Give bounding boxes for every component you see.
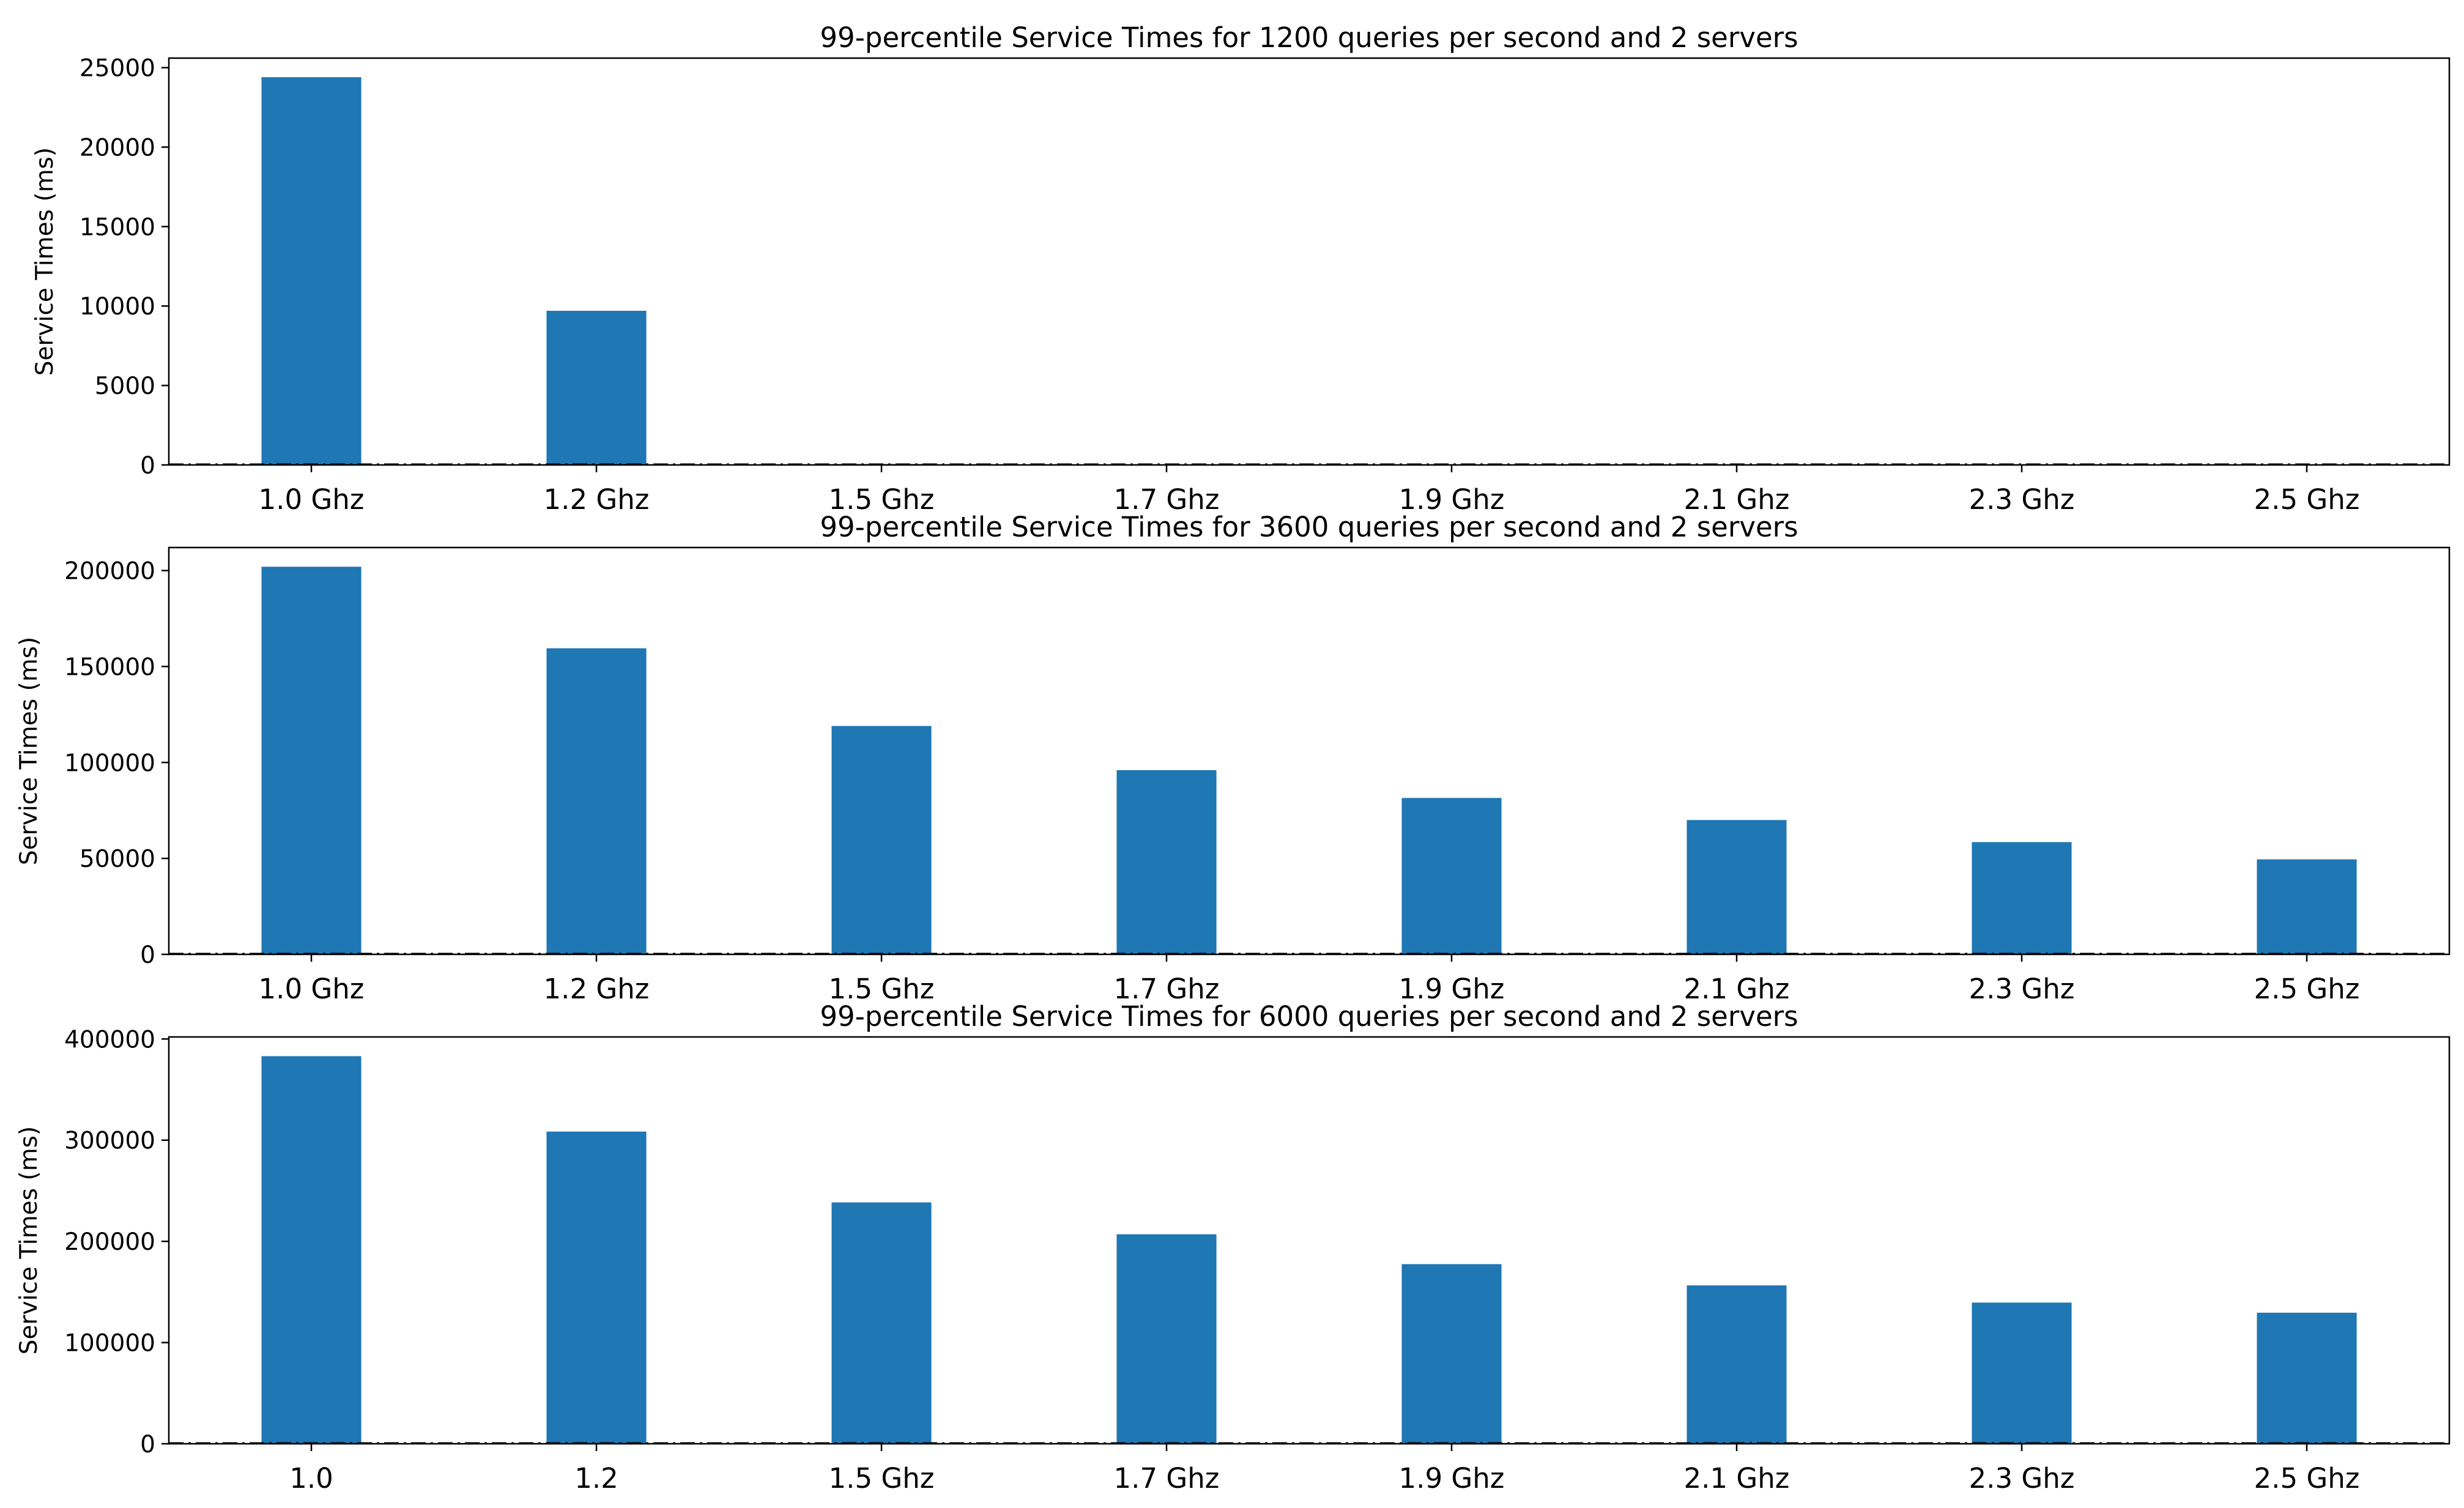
y-tick-label: 0 xyxy=(140,452,155,480)
chart-title: 99-percentile Service Times for 1200 que… xyxy=(820,21,1798,54)
bar-3 xyxy=(831,1202,932,1444)
y-tick-label: 200000 xyxy=(64,1228,155,1256)
x-tick-label: 1.5 Ghz xyxy=(829,483,935,516)
x-tick-label: 2.1 Ghz xyxy=(1684,1462,1790,1495)
x-tick-label: 1.5 Ghz xyxy=(829,973,935,1005)
y-tick-label: 50000 xyxy=(80,845,155,873)
chart-title: 99-percentile Service Times for 6000 que… xyxy=(820,1000,1798,1033)
x-tick-label: 1.2 Ghz xyxy=(544,973,650,1005)
bar-7 xyxy=(1972,842,2072,954)
axes-frame xyxy=(168,546,2451,956)
x-tick-label: 1.5 Ghz xyxy=(829,1462,935,1495)
bar-4 xyxy=(1116,770,1217,954)
x-tick-label: 1.7 Ghz xyxy=(1114,1462,1220,1495)
x-tick-label: 1.9 Ghz xyxy=(1399,483,1505,516)
x-tick-label: 1.0 Ghz xyxy=(259,973,365,1005)
bar-5 xyxy=(1401,798,1502,954)
x-tick-label: 1.7 Ghz xyxy=(1114,973,1220,1005)
bar-2 xyxy=(546,648,647,954)
y-tick-label: 200000 xyxy=(64,558,155,585)
chart-title: 99-percentile Service Times for 3600 que… xyxy=(820,511,1798,543)
y-tick-label: 300000 xyxy=(64,1127,155,1155)
bar-1 xyxy=(261,1056,362,1444)
x-tick-label: 2.1 Ghz xyxy=(1684,483,1790,516)
chart-panel-3: 99-percentile Service Times for 6000 que… xyxy=(15,1000,2451,1495)
y-tick-label: 100000 xyxy=(64,1330,155,1358)
x-tick-label: 2.3 Ghz xyxy=(1969,973,2075,1005)
bar-3 xyxy=(831,726,932,954)
chart-panel-2: 99-percentile Service Times for 3600 que… xyxy=(15,511,2451,1005)
x-tick-label: 2.5 Ghz xyxy=(2254,483,2360,516)
bar-6 xyxy=(1687,820,1787,954)
bar-1 xyxy=(261,77,362,466)
y-tick-label: 15000 xyxy=(80,214,155,241)
y-axis-label: Service Times (ms) xyxy=(15,637,43,865)
x-tick-label: 2.5 Ghz xyxy=(2254,1462,2360,1495)
x-tick-label: 1.2 xyxy=(574,1462,618,1495)
x-tick-label: 2.5 Ghz xyxy=(2254,973,2360,1005)
y-tick-label: 5000 xyxy=(95,373,155,400)
x-tick-label: 1.7 Ghz xyxy=(1114,483,1220,516)
y-tick-label: 100000 xyxy=(64,749,155,777)
x-tick-label: 1.0 Ghz xyxy=(259,483,365,516)
chart-panel-1: 99-percentile Service Times for 1200 que… xyxy=(31,21,2451,516)
x-tick-label: 1.9 Ghz xyxy=(1399,973,1505,1005)
y-tick-label: 20000 xyxy=(80,134,155,162)
bar-5 xyxy=(1401,1264,1502,1444)
axes-frame xyxy=(168,57,2451,466)
x-tick-label: 1.9 Ghz xyxy=(1399,1462,1505,1495)
y-tick-label: 400000 xyxy=(64,1026,155,1053)
y-axis-label: Service Times (ms) xyxy=(31,147,59,376)
bar-6 xyxy=(1687,1285,1787,1444)
y-tick-label: 150000 xyxy=(64,653,155,681)
bar-7 xyxy=(1972,1302,2072,1444)
x-tick-label: 1.0 xyxy=(289,1462,333,1495)
x-tick-label: 1.2 Ghz xyxy=(544,483,650,516)
y-axis-label: Service Times (ms) xyxy=(15,1126,43,1354)
bar-8 xyxy=(2257,859,2357,954)
y-tick-label: 0 xyxy=(140,942,155,969)
y-tick-label: 25000 xyxy=(80,55,155,83)
x-tick-label: 2.3 Ghz xyxy=(1969,1462,2075,1495)
bar-4 xyxy=(1116,1234,1217,1444)
bar-2 xyxy=(546,311,647,465)
bar-2 xyxy=(546,1131,647,1444)
y-tick-label: 10000 xyxy=(80,293,155,321)
bar-1 xyxy=(261,566,362,954)
bar-8 xyxy=(2257,1312,2357,1444)
axes-frame xyxy=(168,1036,2451,1445)
x-tick-label: 2.1 Ghz xyxy=(1684,973,1790,1005)
x-tick-label: 2.3 Ghz xyxy=(1969,483,2075,516)
y-tick-label: 0 xyxy=(140,1431,155,1458)
